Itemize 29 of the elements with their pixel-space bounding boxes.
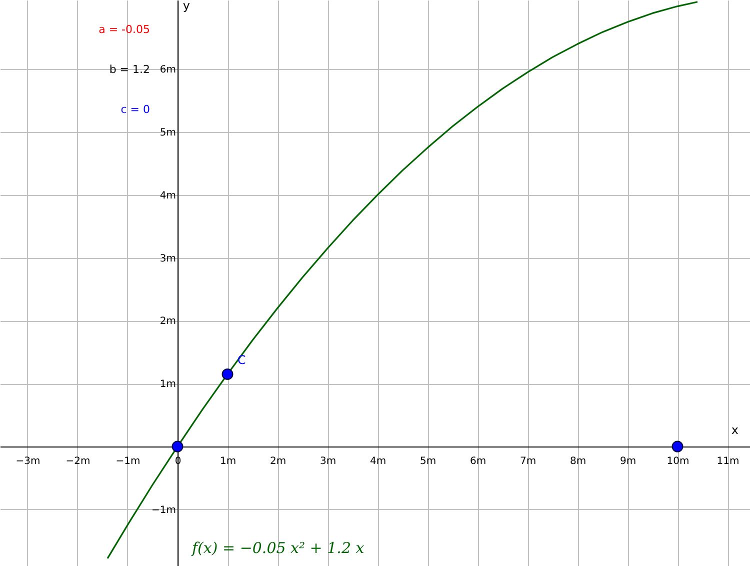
x-tick-label: 2m: [270, 456, 286, 468]
y-tick-label: 4m: [160, 190, 176, 202]
line-series: [106, 1, 698, 560]
annotation: f(x) = −0.05 x² + 1.2 x: [191, 539, 365, 557]
y-tick-label: 3m: [160, 253, 176, 264]
x-tick-label: 11m: [716, 456, 740, 468]
x-tick-label: 1m: [220, 456, 236, 468]
x-tick-label: 8m: [570, 456, 586, 468]
annotation: a = -0.05: [98, 23, 150, 36]
annotation: c = 0: [120, 103, 150, 116]
x-tick-label: −2m: [66, 456, 90, 468]
annotation: b = 1.2: [109, 63, 150, 76]
x-tick-label: 6m: [470, 456, 486, 468]
x-tick-label: 7m: [520, 456, 536, 468]
x-tick-label: 4m: [370, 456, 386, 468]
x-tick-label: 10m: [666, 456, 690, 468]
x-tick-label: −1m: [116, 456, 140, 468]
x-tick-label: 3m: [320, 456, 336, 468]
y-axis-title: y: [182, 0, 190, 12]
y-tick-label: 6m: [160, 64, 176, 76]
x-tick-label: −3m: [16, 456, 40, 468]
x-axis-title: x: [731, 423, 738, 438]
y-tick-label: 5m: [160, 128, 176, 139]
y-tick-label: 1m: [160, 379, 176, 390]
x-tick-label: 9m: [620, 456, 636, 468]
y-tick-label: 2m: [160, 316, 176, 328]
x-tick-label: 5m: [420, 456, 436, 468]
annotation: C: [237, 353, 246, 368]
y-tick-label: −1m: [152, 504, 176, 516]
